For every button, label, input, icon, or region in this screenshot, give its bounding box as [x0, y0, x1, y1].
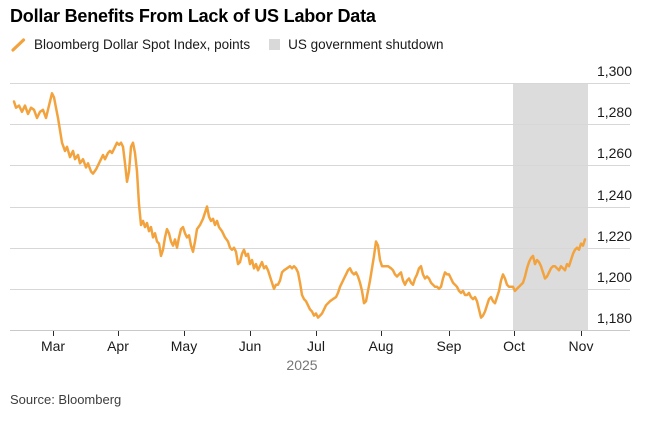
gridline: [10, 124, 630, 126]
x-tick-label: Jul: [307, 338, 325, 354]
x-tick: [316, 331, 317, 336]
y-tick-label: 1,260: [596, 145, 632, 162]
y-tick-label: 1,200: [596, 268, 632, 285]
x-tick: [118, 331, 119, 336]
x-tick-label: Sep: [436, 338, 462, 354]
x-tick: [581, 331, 582, 336]
x-tick-label: May: [170, 338, 198, 354]
x-tick: [514, 331, 515, 336]
y-tick-label: 1,280: [596, 104, 632, 121]
source-label: Source: Bloomberg: [10, 392, 122, 407]
x-tick-label: Apr: [107, 338, 129, 354]
x-tick-label: Mar: [40, 338, 66, 354]
y-tick-label: 1,220: [596, 227, 632, 244]
y-tick-label: 1,240: [596, 186, 632, 203]
legend-label-shutdown-band: US government shutdown: [288, 37, 444, 52]
line-series-icon: [11, 37, 26, 52]
gridline: [10, 330, 630, 331]
price-line: [12, 92, 587, 319]
gridline: [10, 83, 630, 84]
x-tick: [449, 331, 450, 336]
x-tick-label: Aug: [368, 338, 394, 354]
x-tick: [381, 331, 382, 336]
year-label: 2025: [286, 357, 318, 373]
x-tick-label: Nov: [568, 338, 594, 354]
gridline: [10, 165, 630, 167]
x-tick: [250, 331, 251, 336]
legend: Bloomberg Dollar Spot Index, points US g…: [11, 37, 443, 52]
y-tick-label: 1,300: [596, 63, 632, 79]
shutdown-band-swatch: [269, 39, 281, 50]
x-tick: [184, 331, 185, 336]
gridline: [10, 247, 630, 249]
legend-label-line-series: Bloomberg Dollar Spot Index, points: [34, 37, 251, 52]
gridline: [10, 288, 630, 290]
legend-item-line-series: Bloomberg Dollar Spot Index, points: [11, 37, 250, 52]
gridline: [10, 206, 630, 208]
x-tick-label: Jun: [238, 338, 262, 354]
y-tick-label: 1,180: [596, 310, 632, 326]
legend-item-shutdown-band: US government shutdown: [269, 37, 443, 52]
chart-title: Dollar Benefits From Lack of US Labor Da…: [10, 6, 376, 26]
x-tick: [53, 331, 54, 336]
x-tick-label: Oct: [503, 338, 525, 354]
